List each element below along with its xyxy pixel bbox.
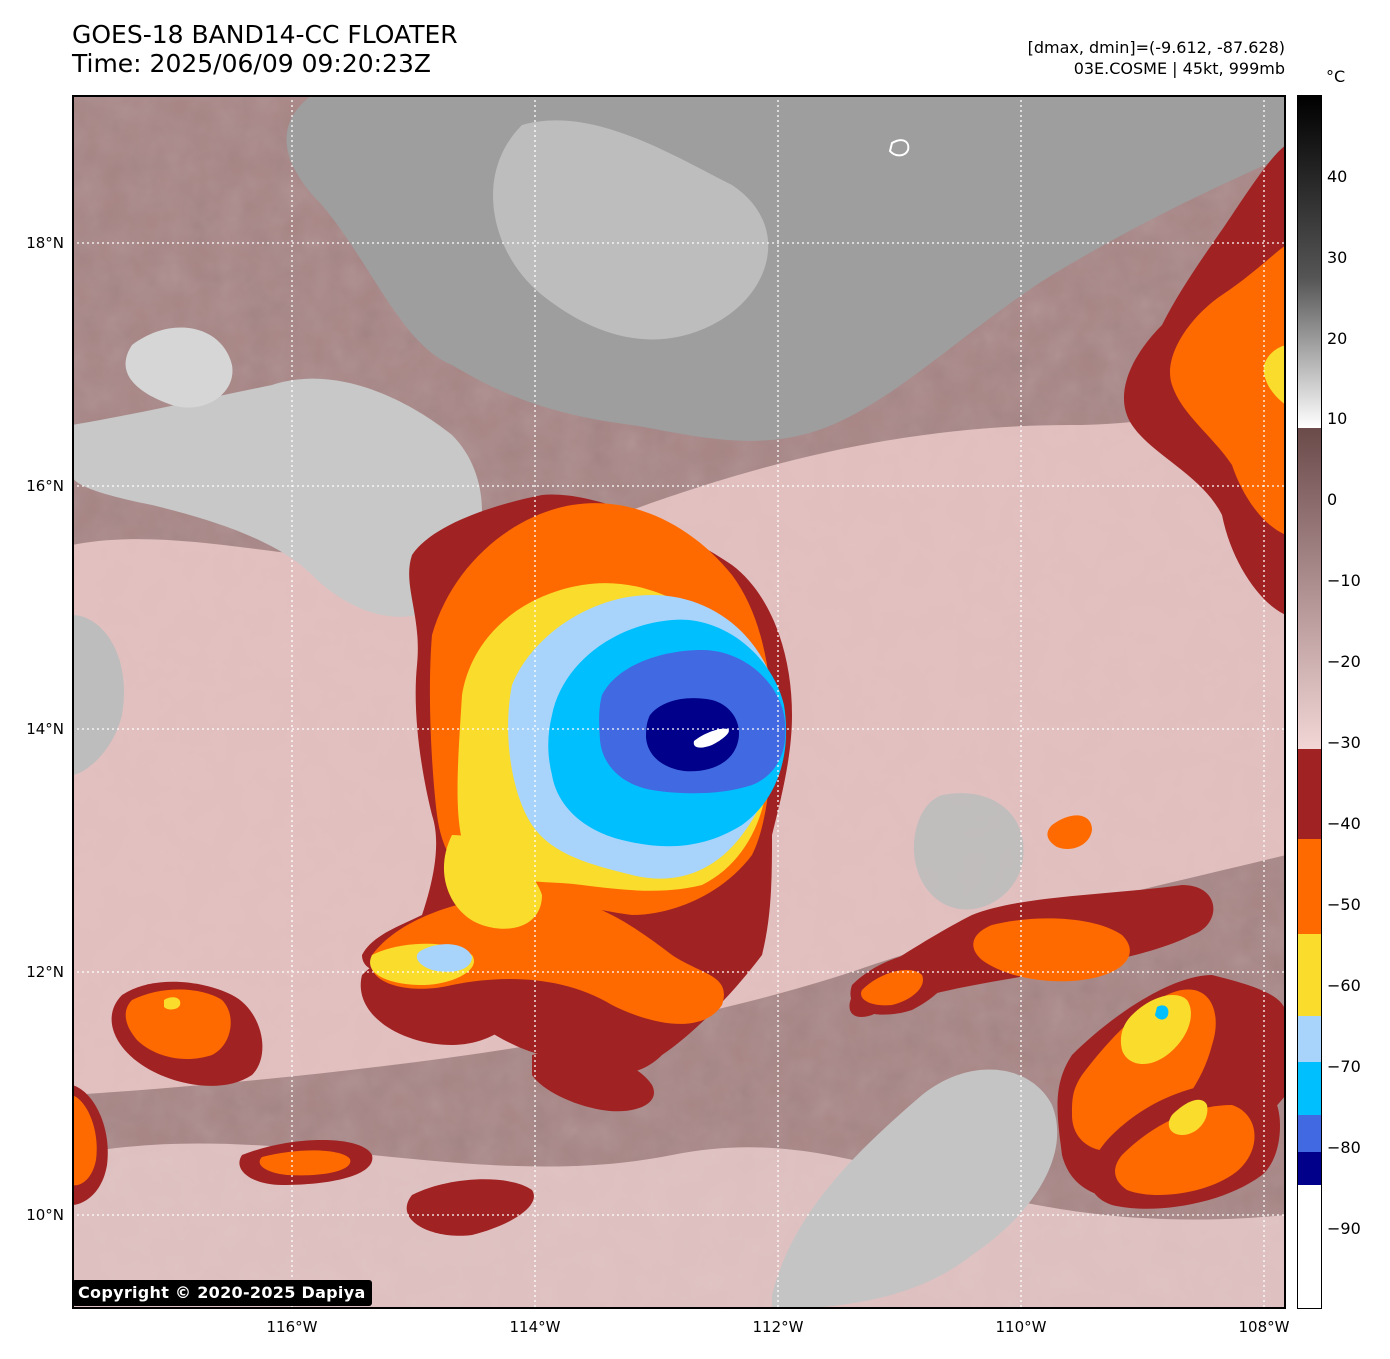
storm-yellow-arm — [443, 835, 542, 929]
cb-cyan — [1297, 1062, 1322, 1115]
se-south-yellow — [1168, 1099, 1208, 1135]
copyright-badge: Copyright © 2020-2025 Dapiya — [72, 1280, 372, 1306]
grey-cloud-nw — [125, 327, 233, 408]
cb-royalblue — [1297, 1115, 1322, 1152]
cb-warm-segment — [1297, 95, 1322, 428]
south-streaks-orange — [259, 1150, 351, 1176]
cb-tick-m20: −20 — [1327, 652, 1361, 671]
title-time: Time: 2025/06/09 09:20:23Z — [72, 49, 431, 78]
lon-label-112w: 112°W — [752, 1318, 804, 1336]
lat-label-12n: 12°N — [26, 963, 64, 981]
cb-tick-20: 20 — [1327, 329, 1348, 348]
lon-label-114w: 114°W — [509, 1318, 561, 1336]
cb-tick-30: 30 — [1327, 248, 1348, 267]
cb-tick-0: 0 — [1327, 490, 1338, 509]
map-frame — [72, 95, 1286, 1309]
mid-cells-orange — [861, 970, 923, 1006]
storm-lightblue-tail — [416, 944, 472, 972]
sw-cell-yellow — [164, 997, 181, 1010]
cb-tick-m80: −80 — [1327, 1138, 1361, 1157]
colorbar — [1297, 95, 1322, 1309]
se-cluster-yellow — [1120, 995, 1191, 1065]
cb-white — [1297, 1185, 1322, 1309]
graticule — [72, 95, 1286, 1309]
cb-yellow — [1297, 934, 1322, 1016]
lat-label-10n: 10°N — [26, 1206, 64, 1224]
cb-navy — [1297, 1152, 1322, 1185]
lat-label-18n: 18°N — [26, 234, 64, 252]
satellite-map — [72, 95, 1286, 1309]
grey-cloud-southeast — [772, 1069, 1058, 1309]
grey-cloud-mid-east — [913, 793, 1024, 910]
east-convection-orange — [1170, 245, 1286, 535]
west-edge-orange — [72, 1095, 97, 1186]
storm-navy-core — [646, 698, 740, 772]
cb-tick-m60: −60 — [1327, 976, 1361, 995]
grey-cloud-north-light — [493, 120, 769, 340]
east-scattered-orange — [1047, 815, 1092, 850]
storm-info: [dmax, dmin]=(-9.612, -87.628) 03E.COSME… — [1028, 37, 1285, 79]
cb-tick-m70: −70 — [1327, 1057, 1361, 1076]
storm-name-text: 03E.COSME | 45kt, 999mb — [1073, 59, 1285, 78]
colorbar-unit: °C — [1326, 67, 1346, 86]
lat-label-16n: 16°N — [26, 477, 64, 495]
grey-cloud-west — [72, 378, 482, 617]
south-streaks2-darkred — [406, 1179, 534, 1236]
lon-label-116w: 116°W — [266, 1318, 318, 1336]
lon-label-110w: 110°W — [995, 1318, 1047, 1336]
cb-frame — [1297, 95, 1322, 1309]
lon-label-108w: 108°W — [1238, 1318, 1290, 1336]
sw-cell-orange — [125, 989, 231, 1060]
chart-title: GOES-18 BAND14-CC FLOATER Time: 2025/06/… — [72, 20, 458, 78]
cb-tick-40: 40 — [1327, 167, 1348, 186]
south-center-darkred — [532, 1051, 654, 1112]
cb-orange — [1297, 839, 1322, 934]
cb-tick-m40: −40 — [1327, 814, 1361, 833]
pale-cloud-south — [72, 1143, 1286, 1309]
cb-tick-m30: −30 — [1327, 733, 1361, 752]
cb-mid-segment — [1297, 428, 1322, 749]
grey-cloud-left-edge — [72, 615, 124, 775]
cb-tick-m50: −50 — [1327, 895, 1361, 914]
cb-tick-m90: −90 — [1327, 1219, 1361, 1238]
cb-tick-m10: −10 — [1327, 571, 1361, 590]
storm-south-orange-arm — [370, 895, 724, 1024]
lat-label-14n: 14°N — [26, 720, 64, 738]
se-south-orange — [1115, 1105, 1255, 1195]
cb-tick-10: 10 — [1327, 409, 1348, 428]
title-product: GOES-18 BAND14-CC FLOATER — [72, 20, 458, 49]
se-cells-orange — [973, 918, 1130, 982]
cb-darkred — [1297, 749, 1322, 839]
island-outline — [888, 139, 910, 157]
cb-lightblue — [1297, 1016, 1322, 1062]
east-convection-yellow — [1263, 345, 1286, 405]
storm-white-core — [693, 728, 729, 748]
se-cluster-cyan — [1155, 1005, 1169, 1020]
dmax-dmin-text: [dmax, dmin]=(-9.612, -87.628) — [1027, 38, 1285, 57]
